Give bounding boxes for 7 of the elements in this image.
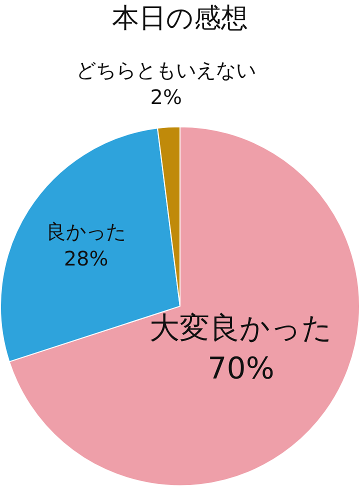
chart-title: 本日の感想	[112, 3, 248, 34]
slice-label: どちらともいえない	[76, 58, 256, 82]
data-label: 2%	[150, 84, 182, 109]
slice-label: 大変良かった	[149, 311, 332, 346]
data-label: 28%	[64, 246, 108, 270]
data-label: 70%	[208, 352, 274, 387]
slice-label: 良かった	[46, 219, 126, 244]
